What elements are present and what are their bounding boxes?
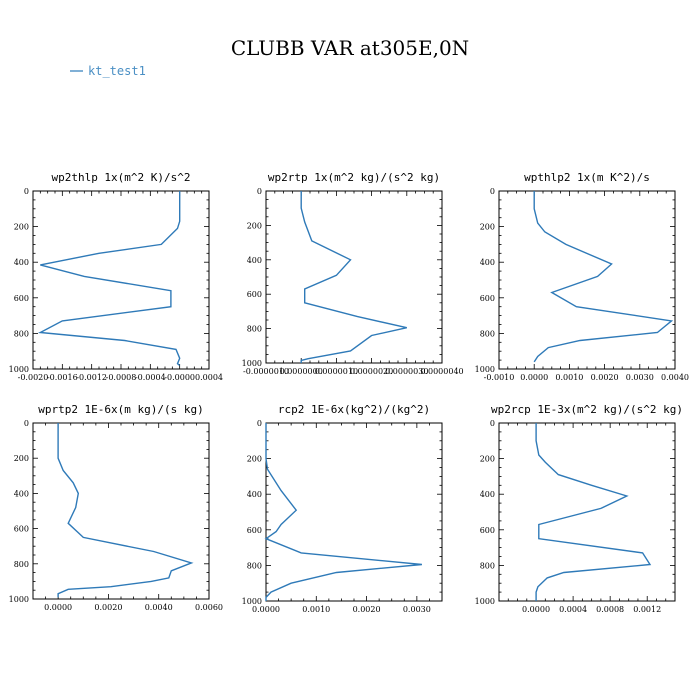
x-tick-label: 0.0012: [633, 605, 661, 614]
y-tick-label: 200: [14, 223, 29, 232]
x-tick-label: 0.0020: [591, 373, 619, 382]
legend: kt_test1: [70, 64, 146, 78]
x-tick-label: -0.0010: [484, 373, 515, 382]
plot-frame: [265, 190, 443, 364]
x-tick-label: 0.0020: [94, 603, 122, 612]
y-tick-label: 800: [14, 560, 29, 569]
x-tick-label: -0.0004: [135, 373, 166, 382]
x-tick-label: 0.0040: [145, 603, 173, 612]
x-tick-label: 0.0030: [403, 605, 431, 614]
x-tick-label: 0.0060: [195, 603, 223, 612]
y-tick-label: 600: [14, 525, 29, 534]
y-tick-label: 800: [14, 329, 29, 338]
panel-title: wpthlp2 1x(m K^2)/s: [524, 171, 650, 184]
x-tick-label: 0.0010: [302, 605, 330, 614]
x-tick-label: -0.0000010: [243, 367, 289, 376]
x-tick-label: 0.0008: [596, 605, 624, 614]
y-tick-label: 1000: [242, 597, 262, 606]
y-tick-label: 600: [480, 294, 495, 303]
x-tick-label: 0.0020: [353, 605, 381, 614]
panel-title: rcp2 1E-6x(kg^2)/(kg^2): [278, 403, 430, 416]
y-tick-label: 200: [480, 455, 495, 464]
y-tick-label: 200: [480, 223, 495, 232]
panel-3: wpthlp2 1x(m K^2)/s 0 200 400 600 800 1000-0.0…: [475, 171, 689, 382]
y-tick-label: 1000: [242, 359, 262, 368]
y-tick-label: 1000: [9, 365, 29, 374]
y-tick-label: 0: [490, 419, 495, 428]
x-tick-label: -0.0008: [106, 373, 137, 382]
y-tick-label: 400: [14, 258, 29, 267]
x-tick-label: 0.0030: [626, 373, 654, 382]
y-tick-label: 400: [247, 490, 262, 499]
y-tick-label: 400: [14, 489, 29, 498]
y-tick-label: 0: [24, 419, 29, 428]
series-line-kt_test1: [533, 191, 674, 363]
panel-title: wp2rcp 1E-3x(m^2 kg)/(s^2 kg): [491, 403, 683, 416]
plot-frame: [265, 422, 443, 602]
panel-5: rcp2 1E-6x(kg^2)/(kg^2) 0 200 400 600 800 1000…: [242, 403, 443, 614]
x-tick-label: 0.0000000: [280, 367, 323, 376]
x-tick-label: 0.0000010: [315, 367, 358, 376]
x-tick-label: -0.0016: [47, 373, 78, 382]
y-tick-label: 200: [14, 454, 29, 463]
x-tick-label: 0.0000: [44, 603, 72, 612]
series-line-kt_test1: [300, 191, 407, 363]
y-tick-label: 0: [490, 187, 495, 196]
y-tick-label: 0: [257, 187, 262, 196]
plot-frame: [32, 190, 210, 370]
x-tick-label: 0.0010: [555, 373, 583, 382]
x-tick-label: 0.0000: [522, 605, 550, 614]
panel-2: wp2rtp 1x(m^2 kg)/(s^2 kg) 0 200 400 600 800 1…: [242, 171, 464, 376]
y-tick-label: 800: [247, 325, 262, 334]
panel-title: wp2thlp 1x(m^2 K)/s^2: [51, 171, 190, 184]
y-tick-label: 800: [480, 329, 495, 338]
panel-4: wprtp2 1E-6x(m kg)/(s kg) 0 200 400 600 800 10…: [9, 403, 223, 612]
y-tick-label: 1000: [9, 595, 29, 604]
x-tick-label: 0.0000030: [385, 367, 428, 376]
plot-frame: [32, 422, 210, 600]
x-tick-label: -0.0012: [76, 373, 107, 382]
y-tick-label: 600: [247, 290, 262, 299]
panel-grid: wp2thlp 1x(m^2 K)/s^202004006008001000-0…: [9, 171, 689, 614]
y-tick-label: 600: [14, 294, 29, 303]
panel-6: wp2rcp 1E-3x(m^2 kg)/(s^2 kg) 0 200 400 600 8…: [475, 403, 683, 614]
panel-1: wp2thlp 1x(m^2 K)/s^202004006008001000-0…: [9, 171, 223, 382]
series-line-kt_test1: [264, 423, 422, 601]
x-tick-label: -0.0000: [164, 373, 195, 382]
y-tick-label: 800: [247, 561, 262, 570]
y-tick-label: 400: [480, 258, 495, 267]
y-tick-label: 800: [480, 561, 495, 570]
x-tick-label: 0.0000020: [350, 367, 393, 376]
x-tick-label: 0.0040: [661, 373, 689, 382]
x-tick-label: 0.0004: [559, 605, 587, 614]
y-tick-label: 0: [24, 187, 29, 196]
y-tick-label: 600: [247, 526, 262, 535]
y-tick-label: 400: [247, 256, 262, 265]
y-tick-label: 200: [247, 221, 262, 230]
series-line-kt_test1: [535, 423, 652, 601]
series-line-kt_test1: [57, 423, 194, 598]
x-tick-label: -0.0020: [18, 373, 49, 382]
panel-title: wprtp2 1E-6x(m kg)/(s kg): [38, 403, 204, 416]
x-tick-label: 0.0000: [252, 605, 280, 614]
x-tick-label: 0.0004: [195, 373, 223, 382]
panel-title: wp2rtp 1x(m^2 kg)/(s^2 kg): [268, 171, 440, 184]
figure-title: CLUBB VAR at305E,0N: [231, 36, 469, 60]
y-tick-label: 1000: [475, 597, 495, 606]
y-tick-label: 200: [247, 455, 262, 464]
y-tick-label: 1000: [475, 365, 495, 374]
x-tick-label: 0.0000040: [420, 367, 463, 376]
legend-label: kt_test1: [88, 64, 146, 78]
y-tick-label: 0: [257, 419, 262, 428]
series-line-kt_test1: [37, 191, 181, 366]
y-tick-label: 600: [480, 526, 495, 535]
x-tick-label: 0.0000: [520, 373, 548, 382]
y-tick-label: 400: [480, 490, 495, 499]
